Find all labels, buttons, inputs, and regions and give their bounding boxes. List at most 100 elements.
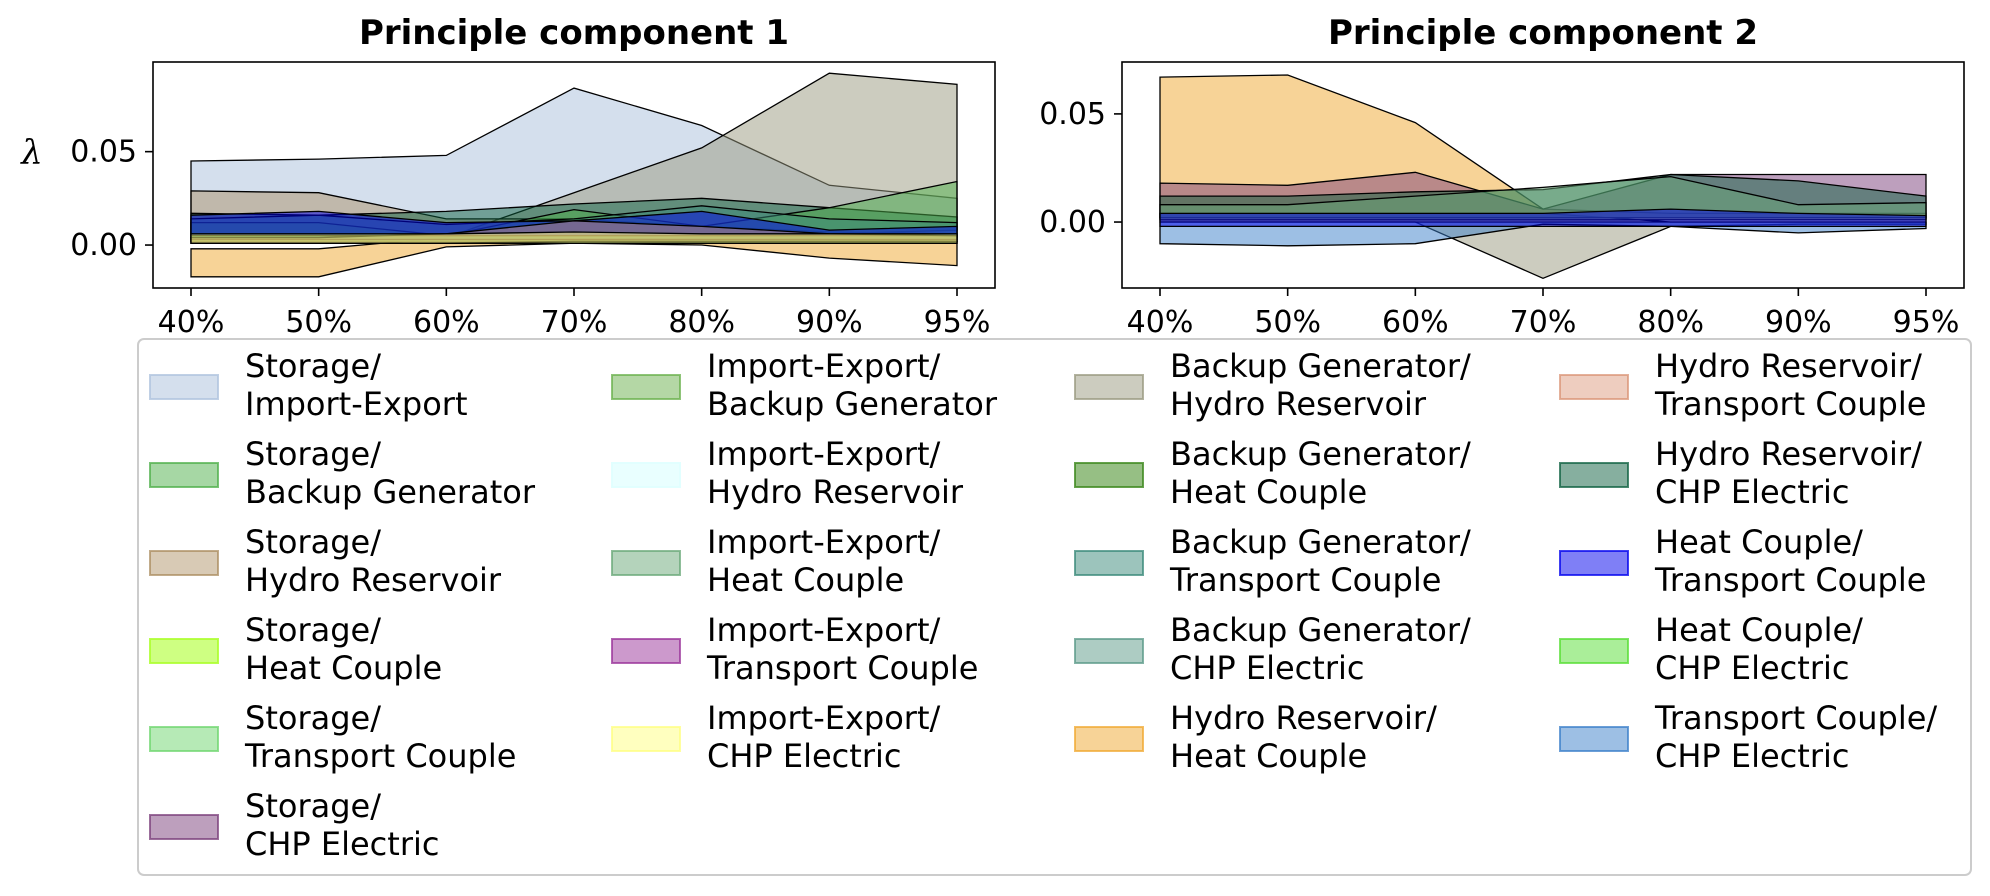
legend-item: Storage/Hydro Reservoir [149,523,502,599]
legend-label-line2: Heat Couple [1170,737,1367,775]
legend-item: Hydro Reservoir/Transport Couple [1559,347,1926,423]
x-tick-label: 50% [285,305,352,340]
panel-title: Principle component 1 [359,13,789,53]
legend-item: Heat Couple/Transport Couple [1559,523,1926,599]
legend-label-line1: Backup Generator/ [1170,611,1471,649]
legend-label-line2: Hydro Reservoir [245,561,502,599]
legend-item: Backup Generator/CHP Electric [1074,611,1471,687]
legend-swatch [611,462,681,488]
legend-label-line1: Import-Export/ [707,347,941,385]
legend-label-line1: Backup Generator/ [1170,523,1471,561]
legend-label-line1: Import-Export/ [707,523,941,561]
legend-label-line2: CHP Electric [707,737,901,775]
legend-swatch [149,550,219,576]
legend-label-line1: Heat Couple/ [1655,523,1863,561]
legend-swatch [1559,374,1629,400]
legend-label-line2: Transport Couple [1169,561,1441,599]
legend-item: Heat Couple/CHP Electric [1559,611,1863,687]
legend-label-line2: Import-Export [245,385,468,423]
panel-pc2: Principle component 2 40% 50% 60% 70% 80% 90% 9… [1039,13,1965,340]
legend-swatch [149,726,219,752]
legend-label-line1: Hydro Reservoir/ [1655,347,1922,385]
legend-swatch [611,638,681,664]
legend-label-line1: Transport Couple/ [1654,699,1937,737]
legend-item: Import-Export/CHP Electric [611,699,941,775]
x-tick-label: 80% [1637,305,1704,340]
legend-item: Import-Export/Backup Generator [611,347,998,423]
legend-item: Storage/Backup Generator [149,435,536,511]
legend-swatch [611,374,681,400]
legend-swatch [1074,638,1144,664]
x-tick-label: 50% [1254,305,1321,340]
legend-label-line2: CHP Electric [1655,737,1849,775]
legend-swatch [149,638,219,664]
y-tick-label: 0.00 [70,228,137,263]
legend-label-line2: Transport Couple [244,737,516,775]
plot-area [190,72,958,278]
legend-item: Backup Generator/Hydro Reservoir [1074,347,1471,423]
legend-label-line2: Heat Couple [707,561,904,599]
legend-item: Storage/Heat Couple [149,611,442,687]
legend-label-line2: CHP Electric [1655,649,1849,687]
legend-label-line1: Hydro Reservoir/ [1655,435,1922,473]
x-tick-label: 95% [924,305,991,340]
y-tick-label: 0.00 [1039,205,1106,240]
legend-label-line2: Transport Couple [706,649,978,687]
legend-label-line2: Hydro Reservoir [707,473,964,511]
x-tick-label: 95% [1893,305,1960,340]
legend-label-line2: CHP Electric [1655,473,1849,511]
legend-label-line1: Storage/ [245,347,381,385]
legend-item: Transport Couple/CHP Electric [1559,699,1937,775]
y-axis-label: λ [19,133,43,173]
legend-item: Backup Generator/Transport Couple [1074,523,1471,599]
legend-label-line2: Backup Generator [245,473,536,511]
legend-swatch [1074,462,1144,488]
x-tick-label: 40% [1127,305,1194,340]
legend-swatch [611,550,681,576]
legend-label-line1: Storage/ [245,435,381,473]
legend-swatch [1559,462,1629,488]
legend-label-line1: Import-Export/ [707,699,941,737]
legend-label-line1: Storage/ [245,699,381,737]
y-tick-label: 0.05 [70,135,137,170]
legend-label-line1: Backup Generator/ [1170,347,1471,385]
legend-label-line1: Import-Export/ [707,611,941,649]
panel-title: Principle component 2 [1328,13,1758,53]
legend-label-line1: Hydro Reservoir/ [1170,699,1437,737]
legend-label-line2: Transport Couple [1654,385,1926,423]
legend-swatch [149,462,219,488]
legend-item: Hydro Reservoir/Heat Couple [1074,699,1437,775]
legend-label-line1: Backup Generator/ [1170,435,1471,473]
legend-item: Import-Export/Transport Couple [611,611,978,687]
legend-swatch [1074,550,1144,576]
legend-item: Backup Generator/Heat Couple [1074,435,1471,511]
plot-area [1159,74,1927,280]
legend-label-line1: Storage/ [245,523,381,561]
legend-label-line2: Backup Generator [707,385,998,423]
legend-label-line2: Heat Couple [245,649,442,687]
x-tick-label: 70% [541,305,608,340]
legend-frame [137,338,1972,876]
legend-item: Storage/Import-Export [149,347,468,423]
legend-item: Import-Export/Heat Couple [611,523,941,599]
legend-swatch [1559,550,1629,576]
panel-pc1: Principle component 1 40% 50% 60% 70% 80% 90% 9… [19,13,996,340]
x-tick-label: 60% [413,305,480,340]
legend-item: Hydro Reservoir/CHP Electric [1559,435,1922,511]
legend-swatch [1559,726,1629,752]
x-tick-label: 60% [1382,305,1449,340]
area-band [1159,208,1927,228]
area-band [190,231,958,244]
x-tick-label: 90% [796,305,863,340]
legend-item: Import-Export/Hydro Reservoir [611,435,964,511]
legend-item: Storage/CHP Electric [149,787,439,863]
y-tick-label: 0.05 [1039,97,1106,132]
legend-swatch [1559,638,1629,664]
legend-label-line2: CHP Electric [1170,649,1364,687]
legend-item: Storage/Transport Couple [149,699,516,775]
legend-label-line1: Storage/ [245,611,381,649]
legend-label-line2: CHP Electric [245,825,439,863]
legend-label-line1: Import-Export/ [707,435,941,473]
